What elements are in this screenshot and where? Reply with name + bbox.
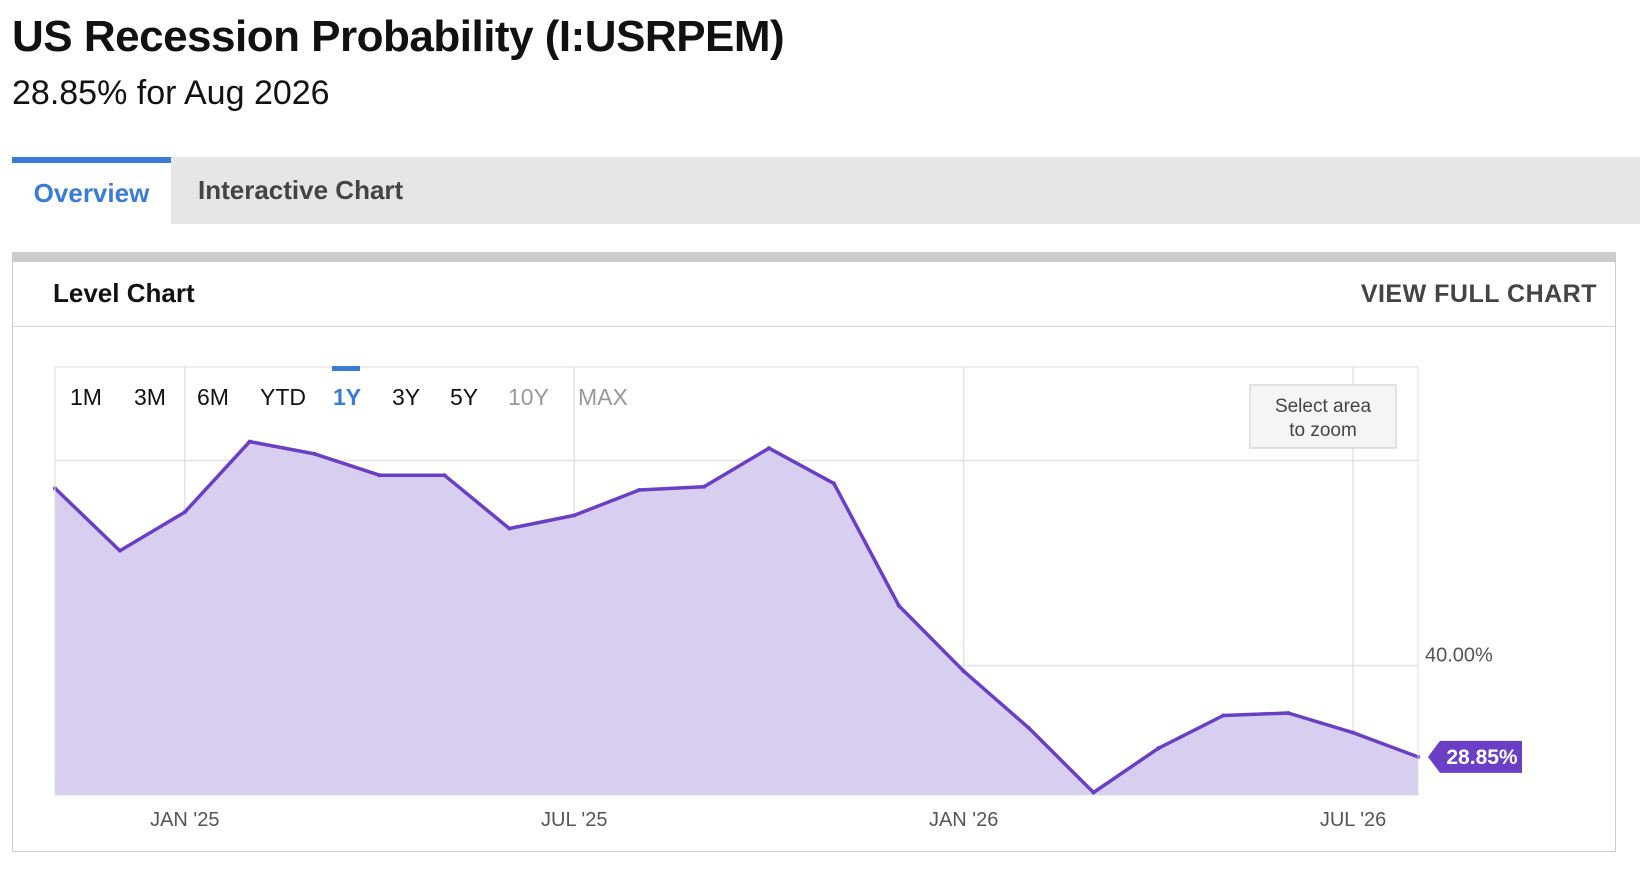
data-point — [1351, 730, 1356, 735]
last-value-tag-bg — [1428, 740, 1522, 773]
range-button-ytd[interactable]: YTD — [260, 384, 306, 410]
y-axis-ticks: 40.00% — [1425, 644, 1493, 666]
range-button-5y[interactable]: 5Y — [450, 384, 478, 410]
range-active-indicator — [332, 366, 360, 371]
range-button-10y[interactable]: 10Y — [508, 384, 549, 410]
data-point — [766, 446, 771, 451]
data-point — [1286, 711, 1291, 716]
data-point — [896, 603, 901, 608]
x-tick-label: JAN '25 — [150, 809, 219, 831]
series-points — [53, 439, 1420, 795]
card-title: Level Chart — [53, 278, 195, 308]
zoom-hint-line2: to zoom — [1289, 420, 1357, 441]
zoom-hint-box — [1249, 384, 1397, 449]
range-button-6m[interactable]: 6M — [197, 384, 229, 410]
data-point — [507, 526, 512, 531]
y-tick-label: 40.00% — [1425, 644, 1493, 666]
last-value-label: 28.85% — [1446, 746, 1518, 769]
tab-interactive-chart[interactable]: Interactive Chart — [198, 175, 404, 205]
data-point — [1026, 725, 1031, 730]
data-point — [117, 548, 122, 553]
data-point — [637, 487, 642, 492]
data-point — [1156, 746, 1161, 751]
last-value-tag: 28.85% — [1428, 740, 1522, 773]
range-button-max[interactable]: MAX — [578, 384, 628, 410]
data-point — [377, 473, 382, 478]
data-point — [831, 481, 836, 486]
tab-bar: Overview Interactive Chart — [12, 157, 1640, 224]
data-point — [442, 473, 447, 478]
page-subtitle: 28.85% for Aug 2026 — [12, 74, 330, 112]
range-button-1m[interactable]: 1M — [70, 384, 102, 410]
view-full-chart-link[interactable]: VIEW FULL CHART — [1360, 280, 1597, 308]
range-selector: 1M 3M 6M YTD 1Y 3Y 5Y 10Y MAX — [70, 366, 628, 410]
range-button-1y[interactable]: 1Y — [333, 384, 361, 410]
data-point — [1091, 790, 1096, 795]
data-point — [182, 510, 187, 515]
x-axis-ticks: JAN '25 JUL '25 JAN '26 JUL '26 — [150, 809, 1386, 831]
range-button-3y[interactable]: 3Y — [392, 384, 420, 410]
data-point — [247, 439, 252, 444]
tab-overview[interactable]: Overview — [12, 157, 171, 224]
plot-frame — [54, 366, 1419, 796]
x-tick-label: JUL '26 — [1320, 809, 1386, 831]
data-point — [961, 669, 966, 674]
data-point — [1221, 713, 1226, 718]
series-area — [55, 441, 1418, 795]
zoom-hint-line1: Select area — [1275, 396, 1372, 417]
x-tick-label: JUL '25 — [541, 809, 607, 831]
range-button-3m[interactable]: 3M — [134, 384, 166, 410]
card-header: Level Chart VIEW FULL CHART — [13, 262, 1615, 327]
zoom-hint: Select area to zoom — [1249, 384, 1397, 449]
data-point — [312, 451, 317, 456]
x-tick-label: JAN '26 — [929, 809, 998, 831]
page-title: US Recession Probability (I:USRPEM) — [12, 12, 785, 61]
data-point — [572, 513, 577, 518]
series-line — [53, 439, 1419, 795]
data-point — [702, 484, 707, 489]
